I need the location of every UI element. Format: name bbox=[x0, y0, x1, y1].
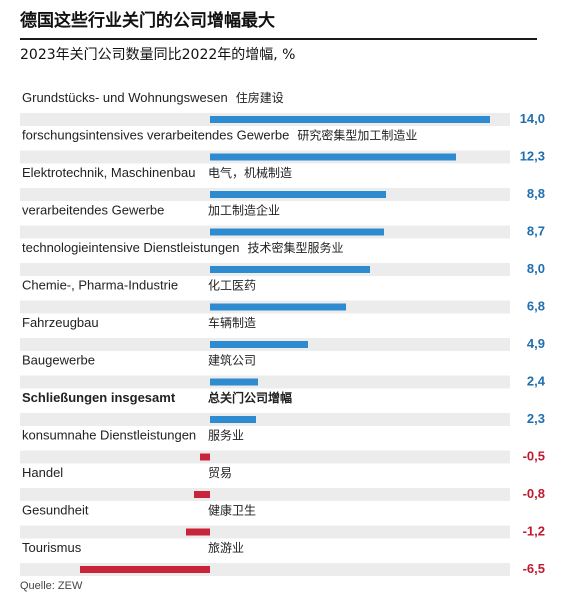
category-label-de: Schließungen insgesamt bbox=[22, 390, 176, 405]
category-label-zh: 总关门公司增幅 bbox=[208, 390, 292, 405]
bar bbox=[210, 116, 490, 123]
row-band bbox=[20, 375, 510, 389]
category-label-de: Chemie-, Pharma-Industrie bbox=[22, 278, 178, 293]
row-band bbox=[20, 450, 510, 464]
category-label-de: verarbeitendes Gewerbe bbox=[22, 203, 164, 218]
bar bbox=[80, 566, 210, 573]
bar bbox=[200, 453, 210, 461]
data-label: 14,0 bbox=[520, 111, 545, 126]
category-label-zh: 加工制造企业 bbox=[208, 203, 280, 218]
category-label-de: forschungsintensives verarbeitendes Gewe… bbox=[22, 128, 289, 143]
category-label-zh: 住房建设 bbox=[236, 90, 284, 105]
category-label-zh: 旅游业 bbox=[208, 541, 244, 555]
data-label: -0,8 bbox=[523, 486, 545, 501]
category-label-de: Grundstücks- und Wohnungswesen bbox=[22, 90, 228, 105]
category-label-de: Tourismus bbox=[22, 540, 82, 555]
data-label: 2,4 bbox=[527, 374, 546, 389]
category-label-zh: 技术密集型服务业 bbox=[248, 240, 344, 255]
data-label: 8,7 bbox=[527, 224, 545, 239]
category-label-zh: 电气，机械制造 bbox=[208, 165, 292, 180]
category-label-zh: 化工医药 bbox=[208, 279, 256, 293]
data-label: 12,3 bbox=[520, 149, 545, 164]
bar bbox=[210, 378, 258, 386]
data-label: 6,8 bbox=[527, 299, 545, 314]
data-label: 8,0 bbox=[527, 261, 545, 276]
data-label: -1,2 bbox=[523, 524, 545, 539]
data-label: 4,9 bbox=[527, 336, 545, 351]
bar bbox=[210, 341, 308, 348]
bar bbox=[186, 528, 210, 536]
category-label-de: Handel bbox=[22, 465, 63, 480]
category-label-de: Fahrzeugbau bbox=[22, 315, 99, 330]
data-label: -6,5 bbox=[523, 561, 545, 576]
title-divider bbox=[20, 38, 537, 40]
row-band bbox=[20, 488, 510, 501]
bar bbox=[210, 416, 256, 423]
data-label: -0,5 bbox=[523, 449, 545, 464]
category-label-zh: 服务业 bbox=[208, 428, 244, 443]
chart-title: 德国这些行业关门的公司增幅最大 bbox=[20, 11, 275, 31]
category-label-de: Elektrotechnik, Maschinenbau bbox=[22, 165, 195, 180]
row-band bbox=[20, 525, 510, 539]
chart-subtitle: 2023年关门公司数量同比2022年的增幅, % bbox=[20, 47, 296, 63]
category-label-de: konsumnahe Dienstleistungen bbox=[22, 428, 196, 443]
source-note: Quelle: ZEW bbox=[20, 580, 83, 592]
bar bbox=[210, 266, 370, 273]
category-label-zh: 建筑公司 bbox=[208, 353, 256, 368]
category-label-de: Baugewerbe bbox=[22, 353, 95, 368]
bar bbox=[194, 491, 210, 498]
category-label-zh: 贸易 bbox=[208, 466, 232, 480]
bar bbox=[210, 228, 384, 236]
bar bbox=[210, 153, 456, 161]
data-label: 8,8 bbox=[527, 186, 545, 201]
row-band bbox=[20, 413, 510, 426]
category-label-zh: 车辆制造 bbox=[208, 315, 256, 330]
bar bbox=[210, 191, 386, 198]
data-label: 2,3 bbox=[527, 411, 545, 426]
category-label-de: Gesundheit bbox=[22, 503, 89, 518]
bar bbox=[210, 303, 346, 311]
category-label-zh: 研究密集型加工制造业 bbox=[297, 128, 417, 143]
category-label-zh: 健康卫生 bbox=[208, 503, 256, 518]
category-label-de: technologieintensive Dienstleistungen bbox=[22, 240, 240, 255]
